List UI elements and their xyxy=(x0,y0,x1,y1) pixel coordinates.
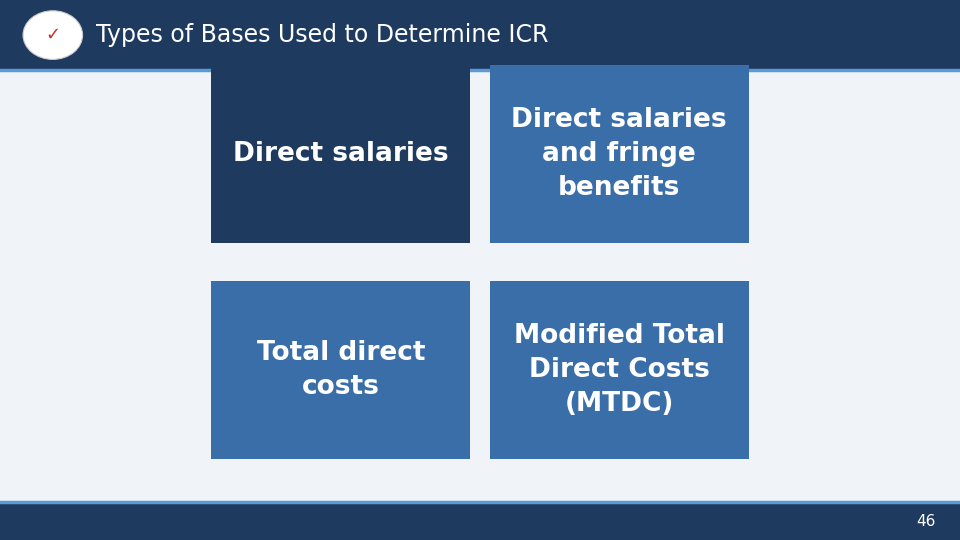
Ellipse shape xyxy=(23,11,83,59)
Text: 46: 46 xyxy=(917,514,936,529)
Bar xyxy=(0,502,960,540)
Text: Direct salaries
and fringe
benefits: Direct salaries and fringe benefits xyxy=(512,107,727,201)
Text: ✓: ✓ xyxy=(45,26,60,44)
Text: Direct salaries: Direct salaries xyxy=(233,141,448,167)
Text: Modified Total
Direct Costs
(MTDC): Modified Total Direct Costs (MTDC) xyxy=(514,323,725,417)
FancyBboxPatch shape xyxy=(490,65,749,243)
FancyBboxPatch shape xyxy=(211,65,470,243)
FancyBboxPatch shape xyxy=(211,281,470,459)
Text: Total direct
costs: Total direct costs xyxy=(256,340,425,400)
Bar xyxy=(0,0,960,70)
Text: Types of Bases Used to Determine ICR: Types of Bases Used to Determine ICR xyxy=(96,23,548,47)
FancyBboxPatch shape xyxy=(490,281,749,459)
